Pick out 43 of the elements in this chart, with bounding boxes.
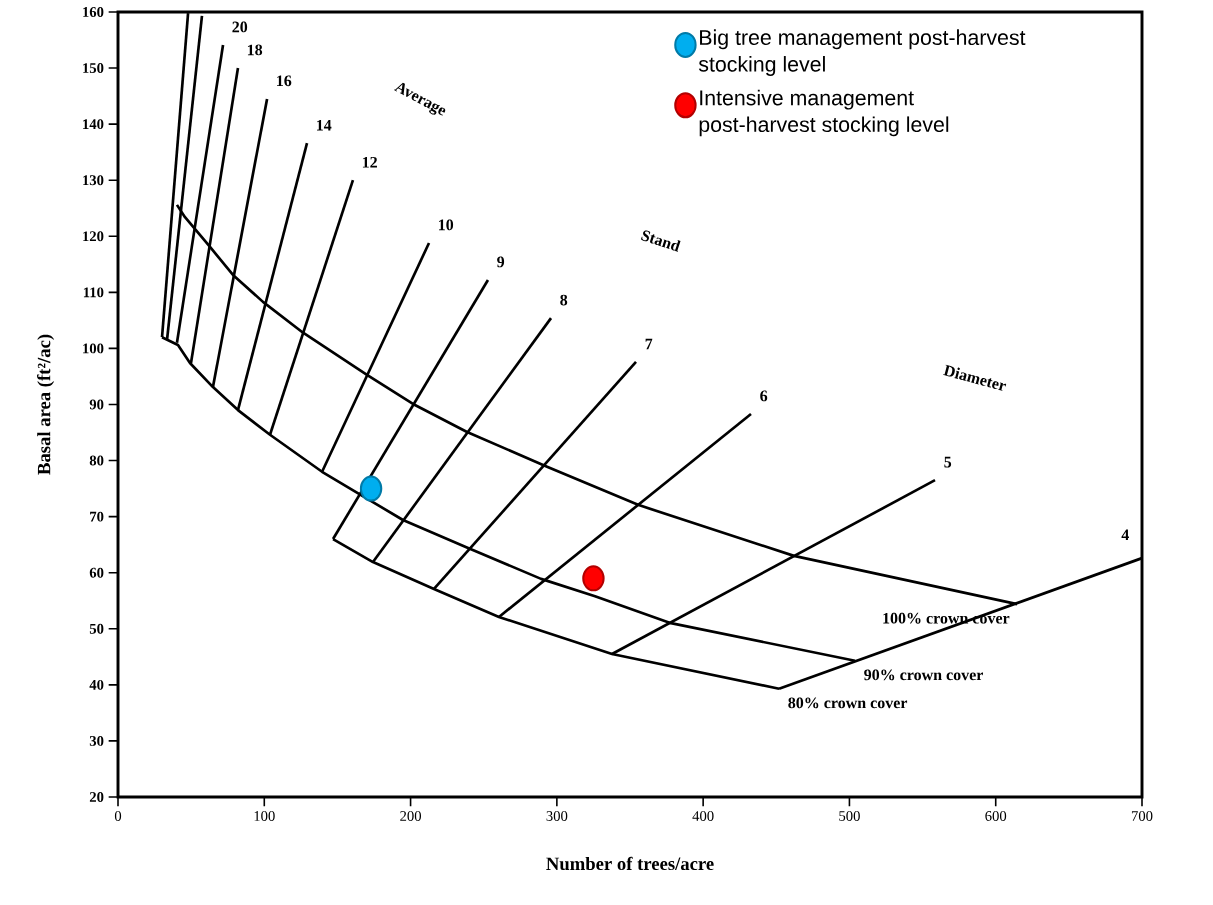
y-tick-label: 140 bbox=[83, 119, 104, 130]
series-label: 18 bbox=[247, 44, 263, 56]
series-label: 10 bbox=[438, 219, 454, 231]
y-tick-label: 80 bbox=[89, 455, 104, 466]
series-label: 12 bbox=[362, 156, 377, 168]
y-tick-label: 30 bbox=[89, 735, 104, 746]
series-label: 90% crown cover bbox=[864, 669, 984, 681]
y-tick-label: 110 bbox=[83, 287, 104, 298]
x-axis-title: Number of trees/acre bbox=[546, 856, 714, 871]
annotation: Stand bbox=[640, 230, 681, 252]
x-tick-label: 0 bbox=[114, 811, 122, 821]
series-label: 14 bbox=[316, 119, 332, 131]
x-tick-label: 300 bbox=[546, 811, 568, 821]
series-label: 8 bbox=[560, 294, 568, 306]
y-tick-label: 50 bbox=[89, 623, 104, 634]
y-tick-label: 130 bbox=[83, 175, 104, 186]
annotation: Diameter bbox=[943, 364, 1007, 391]
y-tick-label: 60 bbox=[89, 567, 104, 578]
x-tick-label: 400 bbox=[692, 811, 714, 821]
series-label: 5 bbox=[944, 456, 952, 468]
series-label: 80% crown cover bbox=[788, 697, 908, 709]
series-label: 6 bbox=[760, 390, 768, 402]
x-tick-label: 200 bbox=[400, 811, 422, 821]
y-tick-label: 40 bbox=[89, 679, 104, 690]
x-tick-label: 600 bbox=[985, 811, 1007, 821]
x-tick-label: 100 bbox=[254, 811, 275, 821]
legend-label: Intensive management post-harvest stocking level bbox=[699, 89, 949, 137]
y-tick-label: 20 bbox=[89, 792, 104, 802]
x-tick-label: 500 bbox=[839, 811, 860, 821]
y-tick-label: 90 bbox=[89, 399, 104, 410]
series-label: 16 bbox=[277, 75, 292, 87]
series-label: 7 bbox=[645, 338, 653, 350]
y-tick-label: 70 bbox=[90, 511, 104, 522]
series-label: 4 bbox=[1121, 529, 1129, 541]
series-label: 9 bbox=[497, 256, 505, 268]
x-tick-label: 700 bbox=[1131, 811, 1153, 821]
legend-label: Big tree management post-harvest stocking level bbox=[698, 29, 1026, 76]
y-tick-label: 150 bbox=[83, 63, 104, 74]
series-label: 20 bbox=[232, 21, 248, 33]
y-axis-title: Basal area (ft²/ac) bbox=[37, 334, 55, 475]
y-tick-label: 120 bbox=[83, 231, 104, 242]
y-tick-label: 160 bbox=[83, 7, 104, 17]
y-tick-label: 100 bbox=[83, 343, 104, 354]
